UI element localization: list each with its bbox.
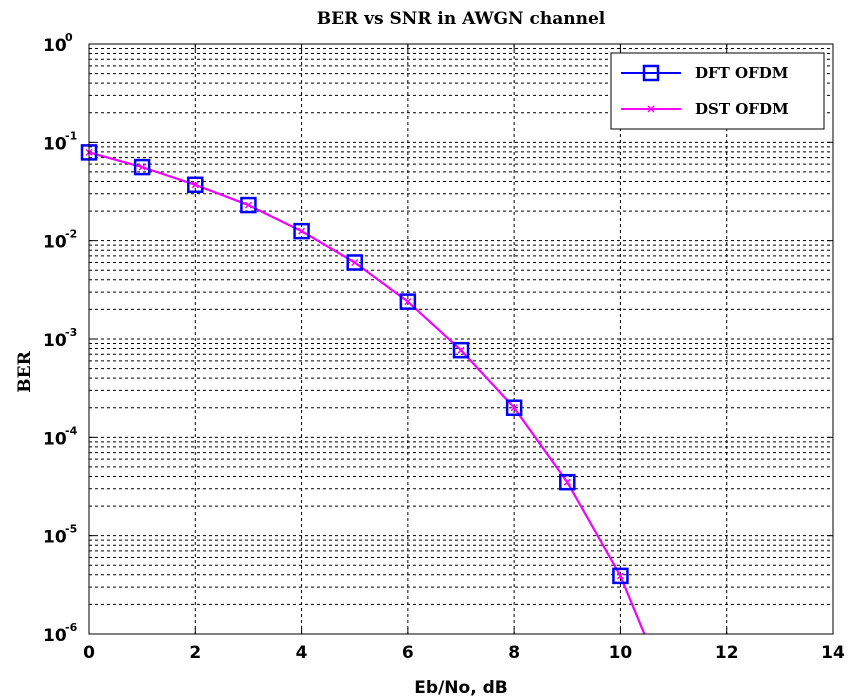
data-point-x [404, 298, 412, 306]
data-point-square [399, 293, 417, 310]
y-tick-label-exponent: -5 [65, 523, 77, 536]
data-point-square [240, 196, 257, 214]
x-tick-label: 6 [402, 643, 414, 663]
x-tick-labels: 0 2 4 6 8 10 12 14 [83, 44, 845, 663]
chart-title: BER vs SNR in AWGN channel [317, 9, 606, 29]
legend-label: DFT OFDM [695, 64, 788, 82]
data-point-x [563, 478, 571, 486]
series-dst-ofdm [88, 151, 646, 635]
data-point-square [612, 567, 629, 585]
y-tick-label-base: 10 [43, 626, 67, 646]
y-tick-label-exponent: 0 [65, 31, 73, 44]
data-point-square [452, 341, 470, 359]
x-axis-label: Eb/No, dB [414, 678, 507, 698]
data-point-square [346, 254, 363, 271]
x-tick-label: 2 [189, 643, 201, 663]
y-tick-label-exponent: -4 [65, 424, 78, 437]
series-layer [80, 144, 646, 635]
x-tick-label: 10 [609, 643, 633, 663]
y-tick-label-exponent: -2 [65, 228, 77, 241]
series-markers [85, 148, 624, 580]
grid-lines [89, 44, 833, 634]
legend-marker-square [642, 64, 660, 82]
y-tick-label-exponent: -3 [65, 326, 77, 339]
y-tick-label-exponent: -6 [65, 621, 78, 634]
data-point-x [138, 163, 146, 171]
y-tick-label-base: 10 [43, 36, 67, 56]
data-point-x [457, 346, 465, 354]
data-point-x [191, 181, 199, 189]
legend-marker-x [647, 105, 655, 113]
x-tick-label: 8 [508, 643, 520, 663]
data-point-x [616, 572, 624, 580]
y-tick-label-base: 10 [43, 134, 67, 154]
x-tick-label: 0 [83, 643, 95, 663]
data-point-square [133, 158, 151, 176]
x-tick-label: 12 [715, 643, 739, 663]
y-tick-label-base: 10 [43, 331, 67, 351]
data-point-x [510, 404, 518, 412]
y-tick-label-base: 10 [43, 429, 67, 449]
legend-label: DST OFDM [695, 100, 789, 118]
series-line [88, 151, 646, 635]
data-point-square [505, 399, 523, 416]
x-tick-label: 4 [296, 643, 308, 663]
y-tick-label-base: 10 [43, 233, 67, 253]
data-point-x [298, 227, 306, 235]
x-tick-label: 14 [821, 643, 845, 663]
data-point-x [244, 201, 252, 209]
y-axis-label: BER [15, 350, 35, 392]
legend: DFT OFDM DST OFDM [610, 52, 825, 130]
series-markers [80, 144, 629, 585]
data-point-square [293, 222, 310, 240]
y-tick-label-exponent: -1 [65, 129, 77, 142]
data-point-x [351, 258, 359, 267]
data-point-square [559, 473, 576, 491]
data-point-square [187, 176, 204, 194]
y-tick-label-base: 10 [43, 528, 67, 548]
